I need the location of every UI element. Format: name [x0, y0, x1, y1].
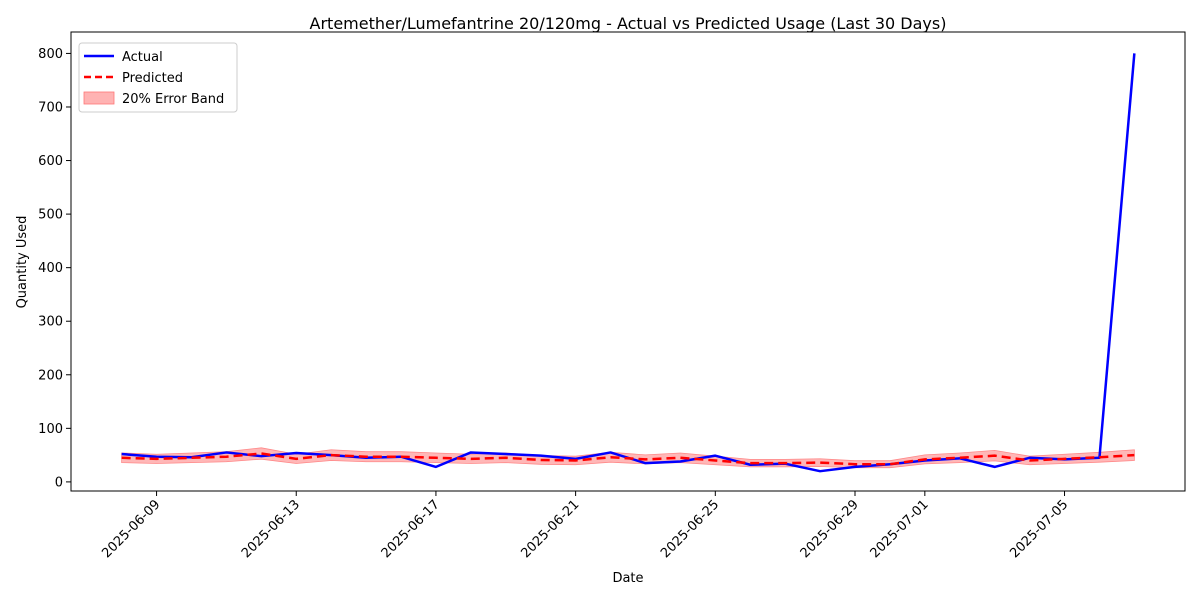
y-tick-label: 100	[38, 422, 63, 437]
y-tick-label: 200	[38, 368, 63, 383]
y-tick-label: 0	[55, 475, 63, 490]
y-tick-label: 800	[38, 47, 63, 62]
plot-frame	[70, 31, 1186, 492]
y-tick-label: 600	[38, 154, 63, 169]
legend-band-swatch	[83, 91, 115, 105]
legend-actual-label: Actual	[122, 50, 163, 65]
y-tick-label: 500	[38, 208, 63, 223]
y-tick-label: 300	[38, 315, 63, 330]
y-tick-label: 400	[38, 261, 63, 276]
chart-title: Artemether/Lumefantrine 20/120mg - Actua…	[310, 14, 947, 33]
y-tick-label: 700	[38, 100, 63, 115]
legend: Actual Predicted 20% Error Band	[78, 42, 238, 113]
legend-box	[78, 42, 238, 113]
y-axis-label: Quantity Used	[15, 216, 30, 309]
predicted-series-line	[121, 452, 1135, 466]
plot-area	[121, 53, 1136, 473]
y-axis: 0 100 200 300 400 500 600 700 800	[38, 47, 71, 490]
x-axis-label: Date	[612, 571, 643, 586]
legend-predicted-label: Predicted	[122, 71, 183, 86]
legend-band-label: 20% Error Band	[122, 92, 224, 107]
